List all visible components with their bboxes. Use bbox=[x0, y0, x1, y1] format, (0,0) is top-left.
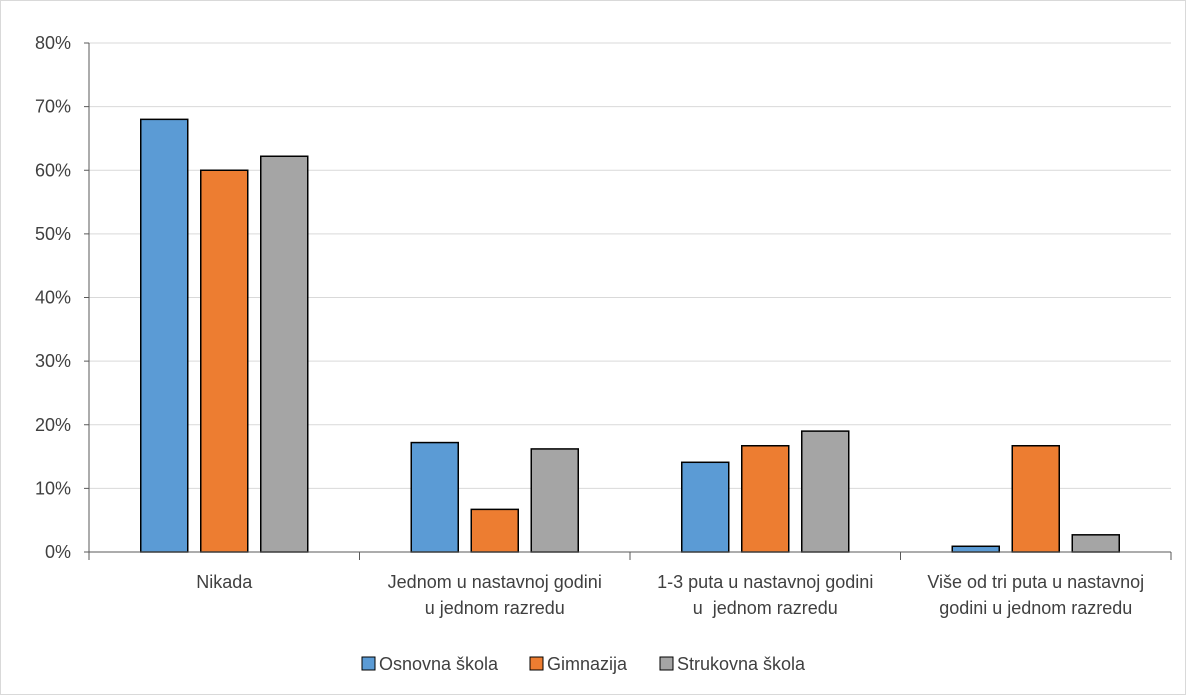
bar bbox=[801, 430, 850, 553]
bar bbox=[470, 508, 519, 553]
bar bbox=[1011, 444, 1060, 553]
y-tick-label: 80% bbox=[35, 33, 71, 53]
bar bbox=[741, 444, 790, 553]
x-category-label: Jednom u nastavnoj godini bbox=[388, 572, 602, 592]
bar bbox=[951, 545, 1000, 553]
legend-swatch bbox=[659, 656, 674, 671]
y-tick-label: 20% bbox=[35, 415, 71, 435]
bar bbox=[140, 118, 189, 553]
y-tick-label: 30% bbox=[35, 351, 71, 371]
gridlines bbox=[89, 42, 1171, 489]
bars bbox=[140, 118, 1120, 553]
x-axis-labels: Nikada Jednom u nastavnoj godini u jednom … bbox=[196, 572, 1144, 618]
y-tick-label: 40% bbox=[35, 288, 71, 308]
legend-label: Osnovna škola bbox=[379, 654, 499, 674]
x-category-label: Nikada bbox=[196, 572, 253, 592]
bar bbox=[260, 155, 309, 553]
legend-swatch bbox=[529, 656, 544, 671]
legend: Osnovna škola Gimnazija Strukovna škola bbox=[361, 654, 806, 674]
y-axis-ticks: 0% 10% 20% 30% 40% 50% 60% 70% 80% bbox=[35, 33, 89, 562]
y-tick-label: 60% bbox=[35, 160, 71, 180]
x-category-label: u jednom razredu bbox=[425, 598, 565, 618]
bar bbox=[1071, 534, 1120, 553]
x-category-label: 1-3 puta u nastavnoj godini bbox=[657, 572, 873, 592]
bar bbox=[410, 441, 459, 553]
y-tick-label: 70% bbox=[35, 97, 71, 117]
y-tick-label: 10% bbox=[35, 478, 71, 498]
y-tick-label: 0% bbox=[45, 542, 71, 562]
bar bbox=[530, 448, 579, 553]
y-tick-label: 50% bbox=[35, 224, 71, 244]
bar bbox=[200, 169, 249, 553]
x-axis bbox=[88, 43, 1172, 560]
legend-label: Gimnazija bbox=[547, 654, 628, 674]
legend-label: Strukovna škola bbox=[677, 654, 806, 674]
legend-swatch bbox=[361, 656, 376, 671]
bar bbox=[681, 461, 730, 553]
x-category-label: godini u jednom razredu bbox=[939, 598, 1132, 618]
x-category-label: Više od tri puta u nastavnoj bbox=[927, 572, 1144, 592]
x-category-label: u jednom razredu bbox=[693, 598, 838, 618]
